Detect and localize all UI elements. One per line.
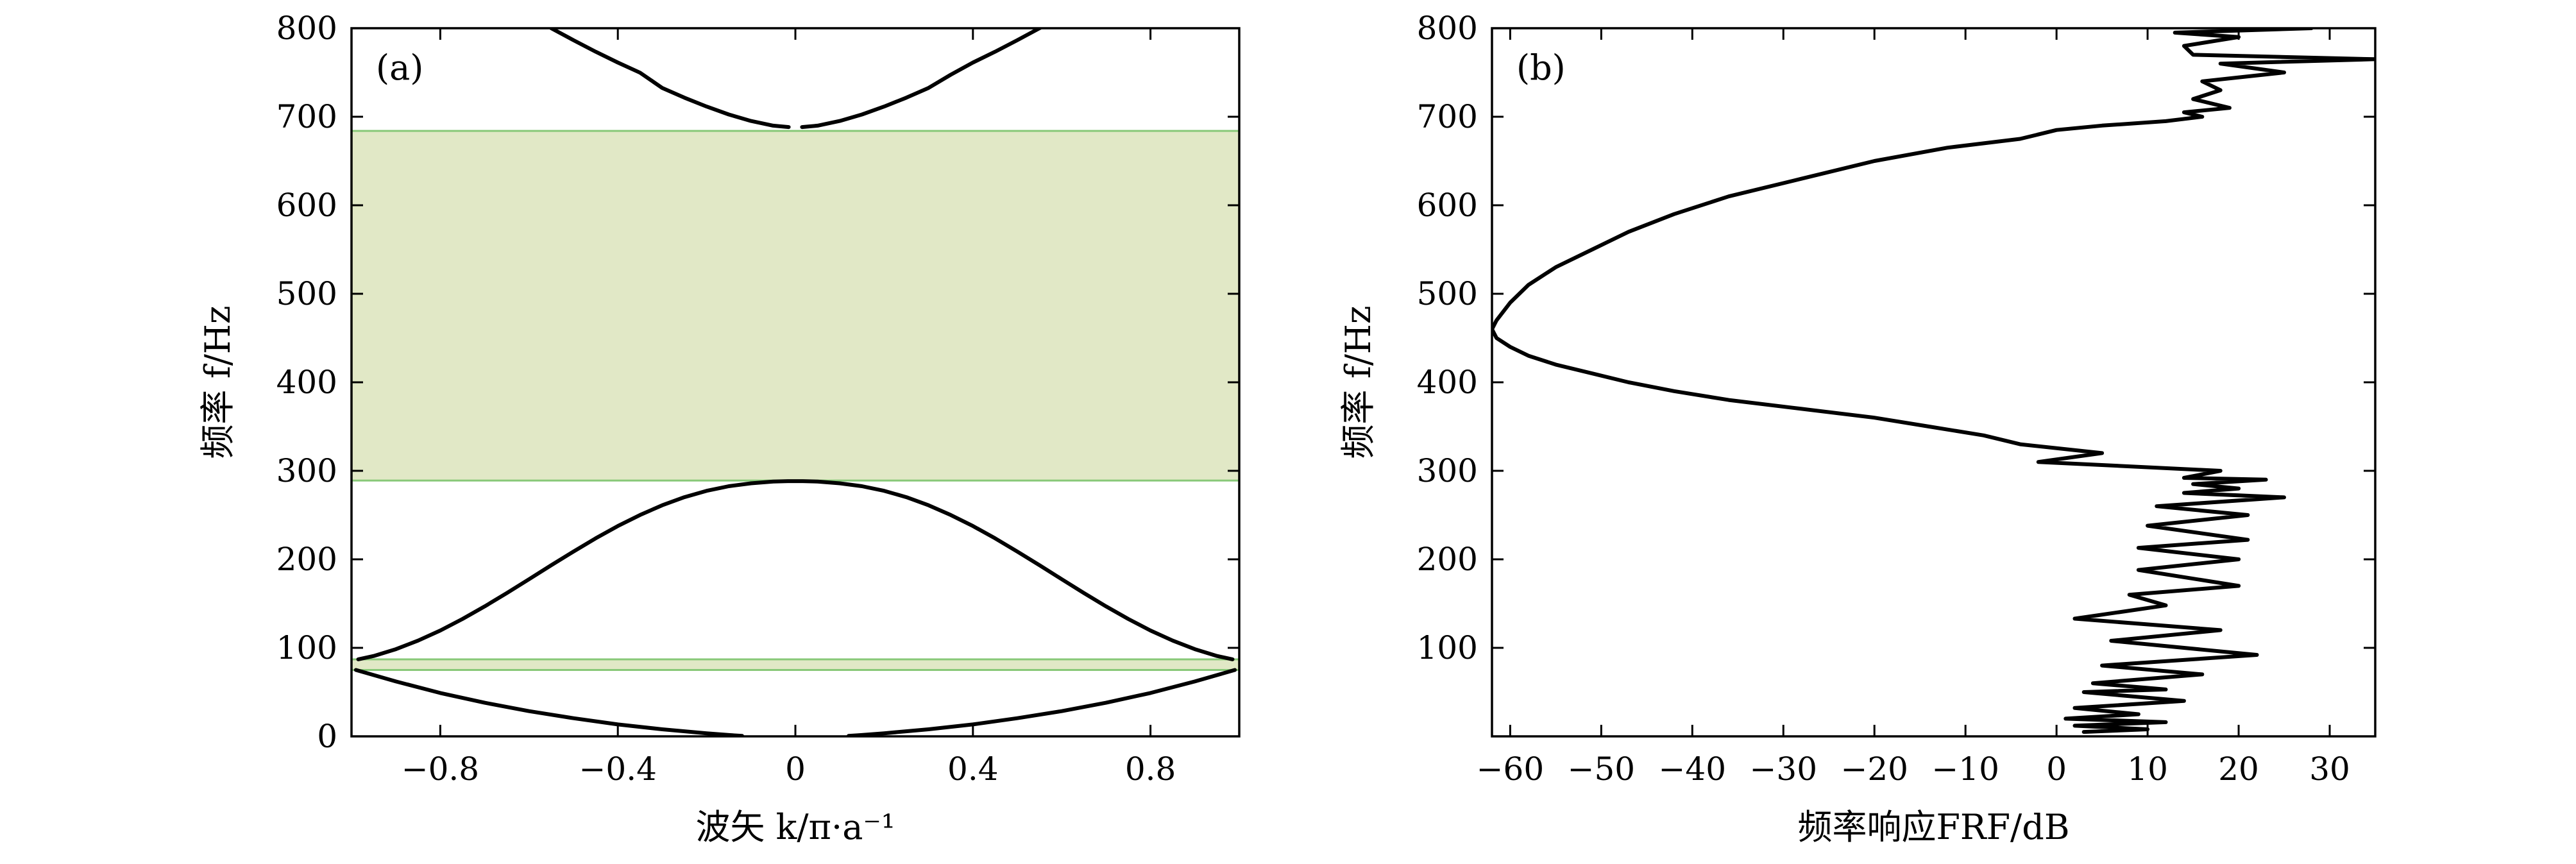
y-axis-label-a: 频率 f/Hz — [198, 306, 238, 459]
x-tick-label: 0 — [2046, 750, 2067, 788]
y-tick-label: 300 — [276, 452, 337, 489]
x-tick-label: −0.8 — [402, 750, 479, 788]
y-tick-label: 200 — [276, 541, 337, 578]
x-tick-label: 20 — [2218, 750, 2259, 788]
dispersion-curves — [353, 28, 1237, 736]
series-line-4 — [549, 28, 791, 130]
x-tick-label: −10 — [1931, 750, 1999, 788]
band-gap-1 — [350, 658, 1241, 671]
y-tick-label: 800 — [276, 10, 337, 47]
x-tick-label: −30 — [1750, 750, 1818, 788]
y-tick-label: 0 — [317, 718, 337, 755]
x-tick-label: −60 — [1477, 750, 1545, 788]
y-tick-label: 800 — [1417, 10, 1478, 47]
y-tick-label: 700 — [1417, 98, 1478, 135]
x-tick-label: −50 — [1568, 750, 1636, 788]
panel-label-b: (b) — [1516, 47, 1566, 88]
series-line-1 — [356, 479, 1235, 661]
x-axis-label-a: 波矢 k/π·a⁻¹ — [695, 807, 895, 847]
y-tick-label: 500 — [276, 275, 337, 312]
series-line-1 — [1492, 28, 2375, 734]
y-tick-label: 400 — [1417, 364, 1478, 401]
series-line-2 — [353, 668, 744, 736]
y-tick-label: 500 — [1417, 275, 1478, 312]
series-line-3 — [847, 668, 1237, 736]
x-tick-label: 0.8 — [1125, 750, 1176, 788]
y-tick-label: 100 — [276, 629, 337, 666]
x-ticks-a: −0.8 −0.4 0 0.4 0.8 — [402, 28, 1176, 788]
y-tick-label: 700 — [276, 98, 337, 135]
frf-curve — [1492, 28, 2375, 734]
y-ticks-b: 100 200 300 400 500 600 700 800 — [1417, 10, 2375, 666]
band-gap-regions — [350, 130, 1241, 671]
y-tick-label: 300 — [1417, 452, 1478, 489]
y-tick-label: 100 — [1417, 629, 1478, 666]
y-axis-label-b: 频率 f/Hz — [1338, 306, 1378, 459]
panel-label-a: (a) — [376, 47, 423, 88]
y-tick-label: 600 — [1417, 187, 1478, 224]
series-line-5 — [800, 28, 1044, 130]
x-tick-label: 10 — [2127, 750, 2168, 788]
y-ticks-a: 0 100 200 300 400 500 600 700 800 — [276, 10, 1239, 755]
x-tick-label: 30 — [2309, 750, 2350, 788]
y-tick-label: 400 — [276, 364, 337, 401]
x-tick-label: 0.4 — [947, 750, 999, 788]
x-axis-label-b: 频率响应FRF/dB — [1797, 807, 2069, 847]
x-tick-label: −20 — [1840, 750, 1908, 788]
panel-a-band-structure: −0.8 −0.4 0 0.4 0.8 0 100 200 300 400 500 600 700 80… — [198, 10, 1241, 847]
band-gap-2 — [350, 130, 1241, 482]
x-tick-label: −0.4 — [579, 750, 656, 788]
panel-b-frequency-response: −60 −50 −40 −30 −20 −10 0 10 20 30 100 200 300 400 50… — [1338, 10, 2377, 847]
x-tick-label: −40 — [1659, 750, 1727, 788]
x-tick-label: 0 — [785, 750, 806, 788]
y-tick-label: 200 — [1417, 541, 1478, 578]
x-ticks-b: −60 −50 −40 −30 −20 −10 0 10 20 30 — [1477, 28, 2350, 788]
y-tick-label: 600 — [276, 187, 337, 224]
